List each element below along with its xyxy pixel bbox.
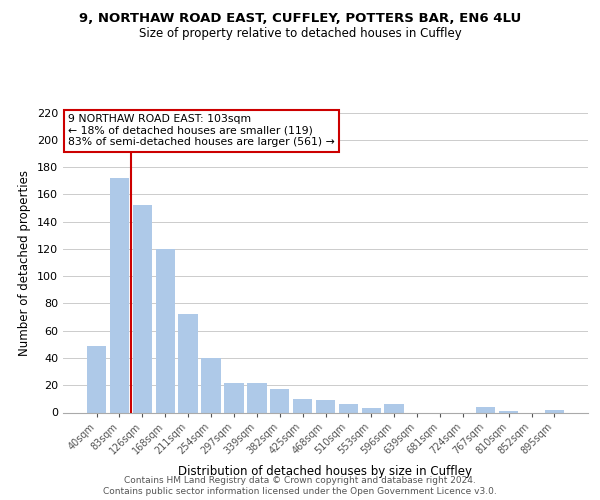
- Bar: [202, 358, 221, 412]
- Text: Contains HM Land Registry data © Crown copyright and database right 2024.: Contains HM Land Registry data © Crown c…: [124, 476, 476, 485]
- Bar: [247, 382, 266, 412]
- Bar: [545, 410, 564, 412]
- Bar: [338, 404, 358, 412]
- Bar: [110, 178, 129, 412]
- Bar: [87, 346, 106, 412]
- Bar: [499, 411, 518, 412]
- Bar: [155, 249, 175, 412]
- Bar: [178, 314, 198, 412]
- Bar: [224, 382, 244, 412]
- Bar: [133, 205, 152, 412]
- Text: Contains public sector information licensed under the Open Government Licence v3: Contains public sector information licen…: [103, 488, 497, 496]
- Bar: [476, 407, 496, 412]
- Bar: [316, 400, 335, 412]
- Text: 9 NORTHAW ROAD EAST: 103sqm
← 18% of detached houses are smaller (119)
83% of se: 9 NORTHAW ROAD EAST: 103sqm ← 18% of det…: [68, 114, 335, 147]
- Y-axis label: Number of detached properties: Number of detached properties: [19, 170, 31, 356]
- Bar: [293, 399, 313, 412]
- Bar: [385, 404, 404, 412]
- Bar: [270, 390, 289, 412]
- Text: 9, NORTHAW ROAD EAST, CUFFLEY, POTTERS BAR, EN6 4LU: 9, NORTHAW ROAD EAST, CUFFLEY, POTTERS B…: [79, 12, 521, 26]
- Text: Size of property relative to detached houses in Cuffley: Size of property relative to detached ho…: [139, 28, 461, 40]
- Bar: [362, 408, 381, 412]
- X-axis label: Distribution of detached houses by size in Cuffley: Distribution of detached houses by size …: [179, 465, 473, 478]
